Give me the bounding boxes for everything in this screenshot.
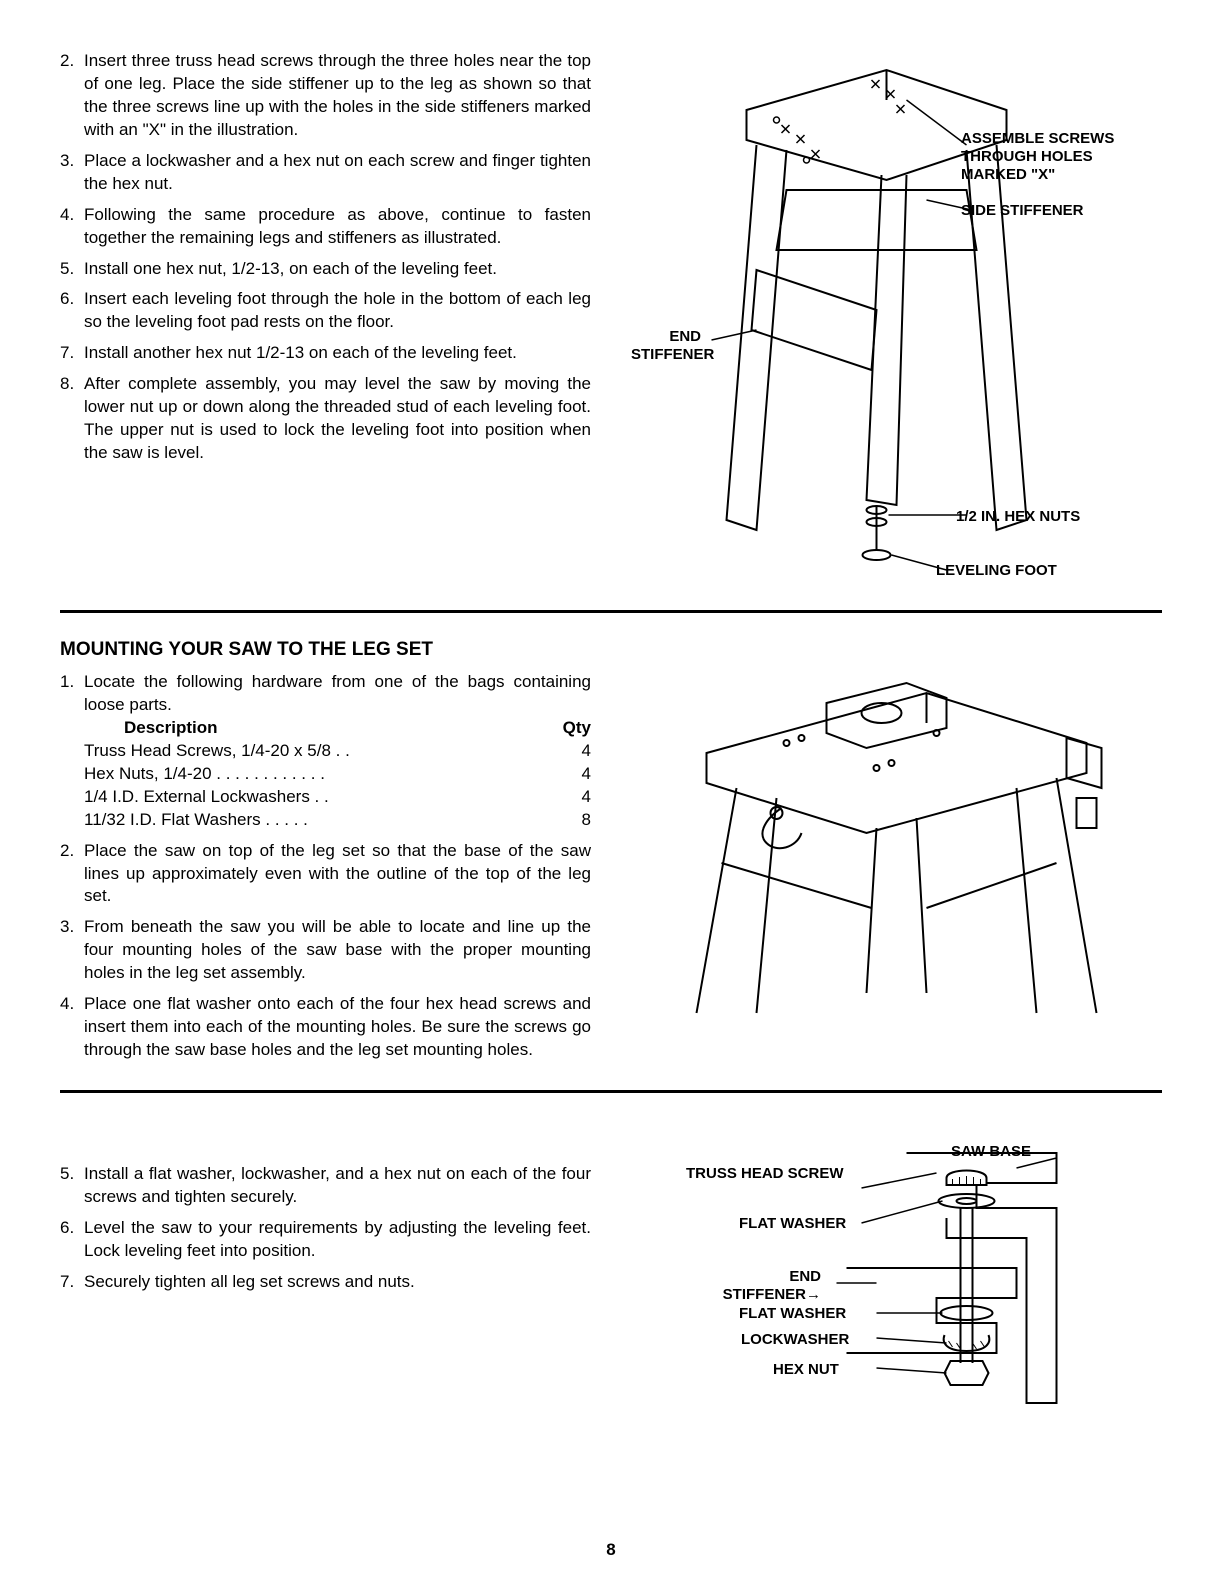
step-item: 3.Place a lockwasher and a hex nut on ea… bbox=[60, 150, 591, 196]
label-hex-nuts: 1/2 IN. HEX NUTS bbox=[956, 508, 1080, 526]
step-text: Locate the following hardware from one o… bbox=[84, 671, 591, 832]
step-number: 4. bbox=[60, 993, 84, 1062]
step-item: 4.Place one flat washer onto each of the… bbox=[60, 993, 591, 1062]
step-number: 6. bbox=[60, 1217, 84, 1263]
label-lockwasher: LOCKWASHER bbox=[741, 1331, 849, 1349]
title-text: MOUNTING YOUR SAW TO THE LEG SET bbox=[60, 639, 433, 660]
step-text: Place one flat washer onto each of the f… bbox=[84, 993, 591, 1062]
steps-list-cont: 2.Place the saw on top of the leg set so… bbox=[60, 840, 591, 1062]
hw-desc-header: Description bbox=[124, 717, 218, 740]
section-leg-assembly: 2.Insert three truss head screws through… bbox=[60, 50, 1162, 590]
section-title: MOUNTING YOUR SAW TO THE LEG SET bbox=[60, 639, 591, 661]
label-side-stiffener: SIDE STIFFENER bbox=[961, 202, 1084, 220]
step-text: Install one hex nut, 1/2-13, on each of … bbox=[84, 258, 591, 281]
label-assemble: ASSEMBLE SCREWS THROUGH HOLES MARKED "X" bbox=[961, 130, 1131, 184]
section-final: 5.Install a flat washer, lockwasher, and… bbox=[60, 1123, 1162, 1423]
step-item: 1. Locate the following hardware from on… bbox=[60, 671, 591, 832]
step-text: Place a lockwasher and a hex nut on each… bbox=[84, 150, 591, 196]
hw-desc: Truss Head Screws, 1/4-20 x 5/8 . . bbox=[84, 740, 571, 763]
steps-list: 2.Insert three truss head screws through… bbox=[60, 50, 591, 465]
figure-leg-assembly: ASSEMBLE SCREWS THROUGH HOLES MARKED "X"… bbox=[611, 50, 1162, 590]
step-number: 2. bbox=[60, 840, 84, 909]
step-item: 5.Install one hex nut, 1/2-13, on each o… bbox=[60, 258, 591, 281]
hardware-header: Description Qty bbox=[84, 717, 591, 740]
step-text: Install another hex nut 1/2-13 on each o… bbox=[84, 342, 591, 365]
hardware-row: Truss Head Screws, 1/4-20 x 5/8 . .4 bbox=[84, 740, 591, 763]
hw-qty: 4 bbox=[571, 763, 591, 786]
step-text: Following the same procedure as above, c… bbox=[84, 204, 591, 250]
step-number: 8. bbox=[60, 373, 84, 465]
label-hex-nut: HEX NUT bbox=[773, 1361, 839, 1379]
hw-qty: 4 bbox=[571, 786, 591, 809]
hardware-row: Hex Nuts, 1/4-20 . . . . . . . . . . . .… bbox=[84, 763, 591, 786]
step-text: Install a flat washer, lockwasher, and a… bbox=[84, 1163, 591, 1209]
step-item: 5.Install a flat washer, lockwasher, and… bbox=[60, 1163, 591, 1209]
hw-qty: 4 bbox=[571, 740, 591, 763]
hardware-row: 11/32 I.D. Flat Washers . . . . .8 bbox=[84, 809, 591, 832]
step-item: 4.Following the same procedure as above,… bbox=[60, 204, 591, 250]
hw-desc: 11/32 I.D. Flat Washers . . . . . bbox=[84, 809, 571, 832]
label-truss-head-screw: TRUSS HEAD SCREW bbox=[686, 1165, 844, 1183]
step-item: 6.Level the saw to your requirements by … bbox=[60, 1217, 591, 1263]
steps-list: 1. Locate the following hardware from on… bbox=[60, 671, 591, 832]
hw-qty: 8 bbox=[571, 809, 591, 832]
section-mounting: MOUNTING YOUR SAW TO THE LEG SET 1. Loca… bbox=[60, 633, 1162, 1070]
step-text: Insert three truss head screws through t… bbox=[84, 50, 591, 142]
divider bbox=[60, 1090, 1162, 1093]
hw-qty-header: Qty bbox=[563, 717, 591, 740]
figure-fastener-detail: SAW BASE TRUSS HEAD SCREW FLAT WASHER EN… bbox=[611, 1123, 1162, 1423]
step-number: 7. bbox=[60, 342, 84, 365]
step-item: 7.Securely tighten all leg set screws an… bbox=[60, 1271, 591, 1294]
step-text: From beneath the saw you will be able to… bbox=[84, 916, 591, 985]
step-number: 2. bbox=[60, 50, 84, 142]
step-item: 7.Install another hex nut 1/2-13 on each… bbox=[60, 342, 591, 365]
step-text: Insert each leveling foot through the ho… bbox=[84, 288, 591, 334]
step-number: 7. bbox=[60, 1271, 84, 1294]
hardware-row: 1/4 I.D. External Lockwashers . .4 bbox=[84, 786, 591, 809]
step-number: 6. bbox=[60, 288, 84, 334]
step-number: 5. bbox=[60, 258, 84, 281]
step-number: 1. bbox=[60, 671, 84, 832]
step-number: 3. bbox=[60, 916, 84, 985]
step-text: Securely tighten all leg set screws and … bbox=[84, 1271, 591, 1294]
text-column: 2.Insert three truss head screws through… bbox=[60, 50, 611, 590]
label-flat-washer-1: FLAT WASHER bbox=[739, 1215, 846, 1233]
hardware-rows: Truss Head Screws, 1/4-20 x 5/8 . .4Hex … bbox=[84, 740, 591, 832]
text-column: 5.Install a flat washer, lockwasher, and… bbox=[60, 1123, 611, 1423]
intro-text: Locate the following hardware from one o… bbox=[84, 672, 591, 714]
text-column: MOUNTING YOUR SAW TO THE LEG SET 1. Loca… bbox=[60, 633, 611, 1070]
figure-saw-on-legs bbox=[611, 633, 1162, 1033]
step-text: Place the saw on top of the leg set so t… bbox=[84, 840, 591, 909]
steps-list: 5.Install a flat washer, lockwasher, and… bbox=[60, 1163, 591, 1294]
step-text: After complete assembly, you may level t… bbox=[84, 373, 591, 465]
saw-diagram-svg bbox=[611, 633, 1162, 1033]
lbl: END STIFFENER bbox=[723, 1268, 821, 1303]
label-end-stiffener: END STIFFENER bbox=[631, 328, 701, 364]
step-item: 2.Insert three truss head screws through… bbox=[60, 50, 591, 142]
hw-desc: Hex Nuts, 1/4-20 . . . . . . . . . . . . bbox=[84, 763, 571, 786]
step-item: 6.Insert each leveling foot through the … bbox=[60, 288, 591, 334]
label-saw-base: SAW BASE bbox=[951, 1143, 1031, 1161]
step-number: 5. bbox=[60, 1163, 84, 1209]
step-item: 2.Place the saw on top of the leg set so… bbox=[60, 840, 591, 909]
page-number: 8 bbox=[606, 1540, 615, 1560]
step-number: 3. bbox=[60, 150, 84, 196]
step-item: 3.From beneath the saw you will be able … bbox=[60, 916, 591, 985]
divider bbox=[60, 610, 1162, 613]
label-end-stiffener: END STIFFENER→ bbox=[711, 1268, 821, 1304]
label-flat-washer-2: FLAT WASHER bbox=[739, 1305, 846, 1323]
hw-desc: 1/4 I.D. External Lockwashers . . bbox=[84, 786, 571, 809]
step-text: Level the saw to your requirements by ad… bbox=[84, 1217, 591, 1263]
step-item: 8.After complete assembly, you may level… bbox=[60, 373, 591, 465]
label-leveling-foot: LEVELING FOOT bbox=[936, 562, 1057, 580]
step-number: 4. bbox=[60, 204, 84, 250]
